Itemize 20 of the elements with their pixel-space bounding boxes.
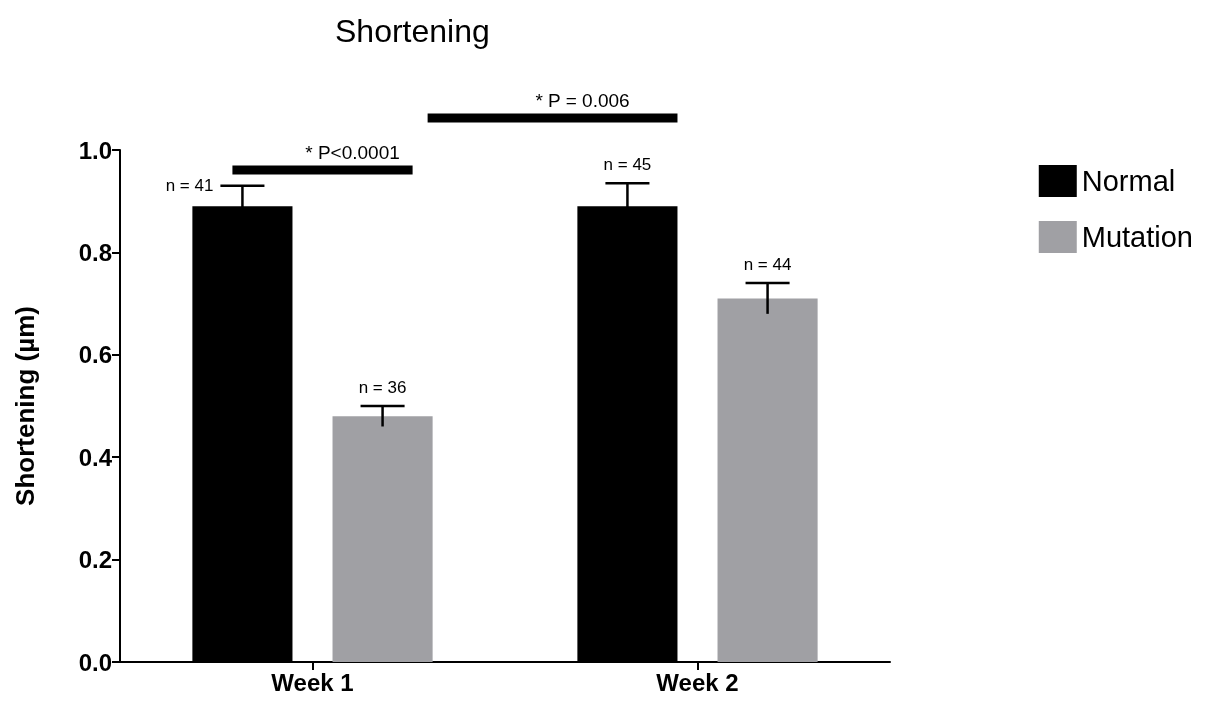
chart-title: Shortening — [335, 13, 490, 49]
y-tick-label: 1.0 — [78, 136, 112, 164]
x-tick-label: Week 1 — [271, 668, 354, 696]
y-tick-label: 0.4 — [78, 443, 113, 471]
y-tick-label: 0.2 — [78, 546, 112, 574]
y-axis-title: Shortening (µm) — [10, 306, 40, 506]
text: * P = 0.006 — [535, 90, 630, 111]
annotation: n = 44 — [743, 255, 792, 275]
annotation: n = 36 — [358, 378, 407, 397]
legend-label: Normal — [1081, 165, 1176, 197]
x-tick-label: Week 2 — [656, 668, 739, 696]
y-tick-label: 0.8 — [78, 238, 112, 266]
legend-label: Mutation — [1081, 221, 1194, 253]
y-tick-label: 0.0 — [78, 648, 112, 676]
annotation: * P<0.0001 — [305, 142, 400, 163]
bar — [332, 416, 433, 662]
y-tick-label: 0.6 — [78, 341, 112, 369]
bar — [717, 298, 818, 662]
annotation: n = 45 — [603, 155, 652, 175]
annotation: n = 41 — [165, 176, 214, 196]
